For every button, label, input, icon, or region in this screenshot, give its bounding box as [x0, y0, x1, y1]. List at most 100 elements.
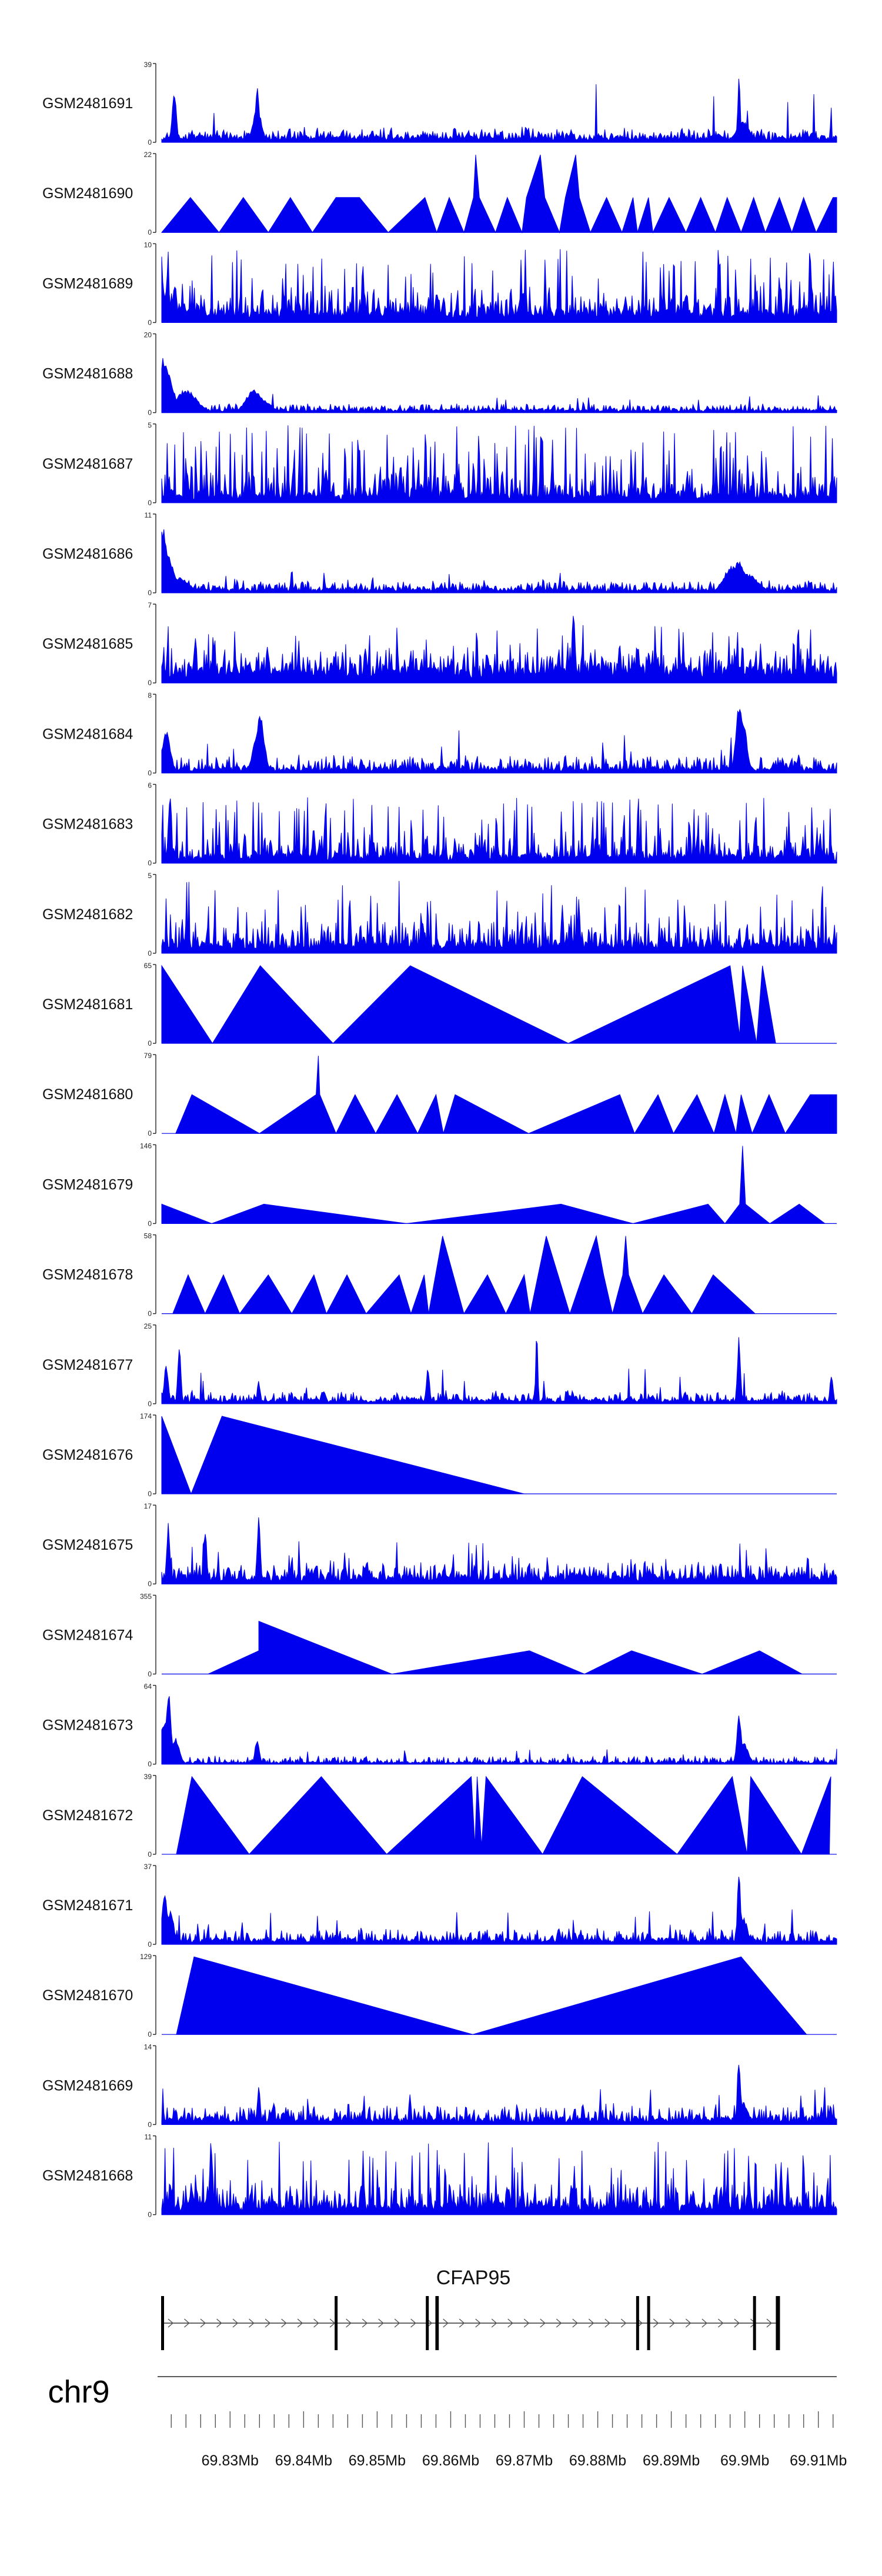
strand-arrow-icon: [556, 2318, 562, 2328]
track-GSM2481677: GSM2481677 25 0: [42, 1322, 837, 1408]
strand-arrow-icon: [507, 2318, 513, 2328]
track-label: GSM2481691: [42, 95, 133, 112]
track-signal: [161, 358, 837, 413]
track-ymin: 0: [148, 318, 152, 326]
track-ymin: 0: [148, 1129, 152, 1137]
track-GSM2481671: GSM2481671 37 0: [42, 1863, 837, 1948]
track-signal: [176, 1776, 831, 1855]
track-label: GSM2481680: [42, 1086, 133, 1103]
track-GSM2481685: GSM2481685 7 0: [42, 601, 837, 687]
strand-arrow-icon: [329, 2318, 336, 2328]
track-GSM2481687: GSM2481687 5 0: [42, 421, 837, 507]
track-ymax: 58: [144, 1232, 152, 1240]
axis-tick-label: 69.9Mb: [720, 2452, 769, 2469]
track-label: GSM2481687: [42, 456, 133, 472]
gene-exon: [776, 2296, 780, 2350]
strand-arrow-icon: [588, 2318, 594, 2328]
strand-arrow-icon: [459, 2318, 465, 2328]
track-ymin: 0: [148, 589, 152, 597]
track-ymin: 0: [148, 228, 152, 236]
track-GSM2481673: GSM2481673 64 0: [42, 1683, 837, 1769]
track-ymin: 0: [148, 2030, 152, 2038]
track-signal: [161, 425, 837, 503]
track-GSM2481678: GSM2481678 58 0: [42, 1232, 837, 1318]
track-signal: [175, 1056, 837, 1134]
track-label: GSM2481679: [42, 1176, 133, 1193]
track-ymax: 20: [144, 331, 152, 339]
track-ymax: 11: [145, 2133, 152, 2141]
track-label: GSM2481678: [42, 1267, 133, 1283]
track-label: GSM2481690: [42, 185, 133, 202]
track-ymin: 0: [148, 1580, 152, 1588]
track-GSM2481672: GSM2481672 39 0: [42, 1773, 837, 1858]
track-signal: [161, 797, 837, 864]
tracks: GSM2481691390GSM2481690220GSM2481689100G…: [42, 61, 837, 2219]
track-ymin: 0: [148, 769, 152, 777]
track-signal: [161, 2141, 837, 2215]
track-signal: [161, 249, 837, 323]
track-label: GSM2481673: [42, 1717, 133, 1734]
track-ymax: 146: [140, 1142, 152, 1150]
strand-arrow-icon: [410, 2318, 416, 2328]
gene-model: [161, 2296, 780, 2350]
gene-name: CFAP95: [436, 2267, 511, 2289]
track-label: GSM2481668: [42, 2168, 133, 2184]
track-ymax: 11: [145, 511, 152, 519]
track-ymax: 5: [148, 421, 152, 429]
gene-exon: [647, 2296, 650, 2350]
track-ymin: 0: [148, 949, 152, 957]
track-ymax: 10: [144, 241, 152, 249]
track-GSM2481674: GSM2481674 355 0: [42, 1592, 837, 1678]
track-label: GSM2481670: [42, 1987, 133, 2004]
gene-exon: [426, 2296, 429, 2350]
track-label: GSM2481681: [42, 996, 133, 1013]
strand-arrow-icon: [232, 2318, 239, 2328]
track-ymax: 7: [148, 601, 152, 609]
track-ymax: 25: [144, 1322, 152, 1330]
track-ymax: 5: [148, 872, 152, 880]
track-signal: [161, 708, 837, 773]
strand-arrow-icon: [346, 2318, 352, 2328]
track-GSM2481689: GSM2481689 10 0: [42, 241, 837, 326]
track-ymax: 22: [144, 151, 152, 159]
strand-arrow-icon: [491, 2318, 497, 2328]
track-GSM2481675: GSM2481675 17 0: [42, 1502, 837, 1588]
track-signal: [161, 1416, 524, 1495]
strand-arrow-icon: [249, 2318, 255, 2328]
track-GSM2481676: GSM2481676 174 0: [42, 1412, 837, 1498]
track-ymin: 0: [148, 2120, 152, 2128]
track-ymax: 17: [144, 1502, 152, 1510]
track-signal: [161, 1146, 826, 1224]
axis-tick-label: 69.85Mb: [349, 2452, 406, 2469]
gene-track: CFAP95: [161, 2267, 780, 2350]
track-label: GSM2481674: [42, 1627, 133, 1643]
axis-tick-label: 69.88Mb: [569, 2452, 626, 2469]
strand-arrow-icon: [523, 2318, 530, 2328]
gene-exon: [753, 2296, 756, 2350]
track-GSM2481691: GSM2481691 39 0: [42, 61, 837, 146]
track-label: GSM2481683: [42, 816, 133, 833]
strand-arrow-icon: [362, 2318, 368, 2328]
strand-arrow-icon: [701, 2318, 707, 2328]
track-label: GSM2481675: [42, 1537, 133, 1553]
track-label: GSM2481676: [42, 1447, 133, 1463]
track-signal: [161, 1337, 837, 1404]
track-ymin: 0: [148, 1850, 152, 1858]
track-signal: [161, 880, 837, 954]
axis-tick-label: 69.83Mb: [202, 2452, 259, 2469]
track-ymin: 0: [148, 1490, 152, 1498]
strand-arrow-icon: [734, 2318, 740, 2328]
track-signal: [161, 2064, 837, 2125]
track-ymin: 0: [148, 1760, 152, 1769]
track-ymin: 0: [148, 2211, 152, 2219]
track-ymin: 0: [148, 1940, 152, 1948]
track-ymin: 0: [148, 1219, 152, 1227]
track-GSM2481679: GSM2481679 146 0: [42, 1142, 837, 1227]
gene-exon: [161, 2296, 164, 2350]
track-ymin: 0: [148, 499, 152, 507]
axis-tick-label: 69.84Mb: [275, 2452, 332, 2469]
track-ymin: 0: [148, 859, 152, 867]
axis-ticks: 69.83Mb 69.84Mb 69.85Mb 69.86Mb 69.87Mb 69.88…: [171, 2411, 847, 2469]
track-ymin: 0: [148, 409, 152, 417]
